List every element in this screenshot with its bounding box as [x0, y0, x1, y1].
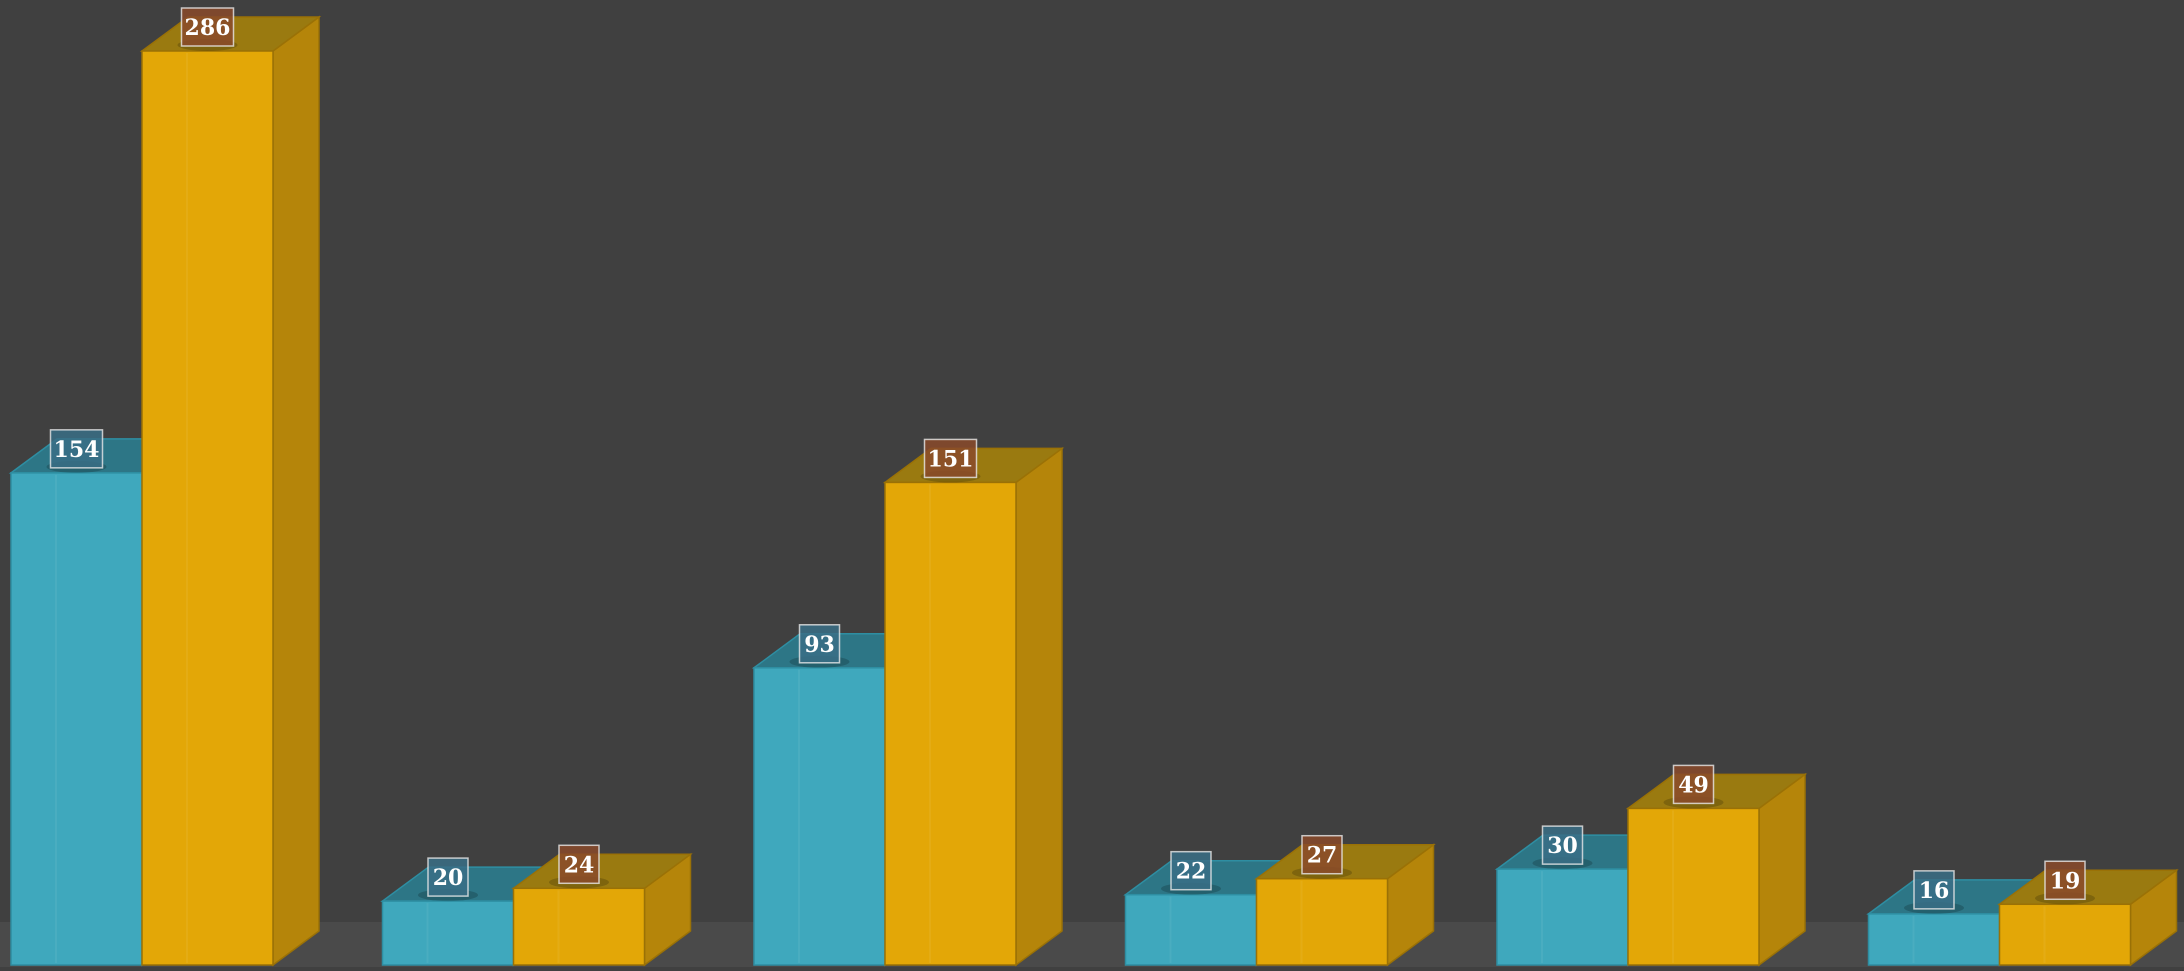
- bar-highlight: [798, 669, 800, 963]
- data-label: 16: [1919, 878, 1950, 904]
- bar-highlight: [1912, 915, 1915, 963]
- bar-front: [381, 900, 515, 966]
- data-label: 49: [1678, 772, 1709, 798]
- bar-s2-g6: [1997, 868, 2179, 967]
- bar-front: [10, 472, 143, 966]
- data-label-box: [49, 429, 104, 469]
- bar-highlight: [186, 53, 188, 963]
- data-label-box: [2044, 860, 2086, 901]
- bar-front: [1124, 893, 1258, 966]
- data-label-box: [558, 844, 600, 885]
- bar-highlight: [929, 484, 931, 963]
- bar-front: [141, 50, 274, 966]
- bar-highlight: [55, 474, 57, 963]
- bar-front: [1255, 877, 1389, 966]
- bar-front: [1998, 903, 2132, 966]
- data-label-box: [923, 438, 978, 479]
- data-label: 151: [928, 446, 974, 472]
- bar-s2-g2: [511, 852, 693, 967]
- data-label-box: [1170, 850, 1212, 891]
- bar-front: [512, 887, 646, 966]
- bar-s2-g4: [1254, 843, 1436, 967]
- data-label-box: [1301, 834, 1343, 875]
- bar-front: [884, 481, 1017, 966]
- bar-s2-g3: [882, 446, 1065, 967]
- bar-highlight: [2043, 906, 2046, 963]
- bar-highlight: [1169, 896, 1172, 963]
- bar-highlight: [1300, 880, 1303, 963]
- bar-highlight: [426, 903, 429, 963]
- bar-side: [1015, 446, 1063, 967]
- bar-s2-g5: [1625, 772, 1808, 967]
- bar-front: [753, 667, 886, 966]
- bar-highlight: [1672, 810, 1674, 963]
- bar-front: [1867, 913, 2001, 966]
- data-label: 93: [804, 632, 835, 658]
- data-label-box: [1672, 764, 1715, 805]
- chart-floor: [0, 922, 2184, 967]
- data-label-box: [1541, 825, 1584, 865]
- bar-highlight: [557, 890, 560, 963]
- data-label-box: [1913, 870, 1955, 910]
- data-label: 30: [1547, 833, 1578, 859]
- bar-side: [272, 15, 320, 967]
- data-label: 24: [564, 852, 595, 878]
- data-label: 154: [54, 437, 100, 463]
- data-label: 22: [1176, 859, 1207, 885]
- data-label: 20: [433, 865, 464, 891]
- data-label: 27: [1307, 843, 1338, 869]
- data-label: 19: [2050, 868, 2081, 894]
- bar-s2-g1: [139, 15, 322, 967]
- data-label-box: [427, 857, 469, 897]
- data-label-box: [180, 7, 235, 47]
- bar-front: [1496, 868, 1629, 966]
- data-label-box: [798, 624, 841, 664]
- bar-front: [1627, 807, 1760, 966]
- data-label: 286: [185, 15, 231, 41]
- bar-highlight: [1541, 871, 1543, 963]
